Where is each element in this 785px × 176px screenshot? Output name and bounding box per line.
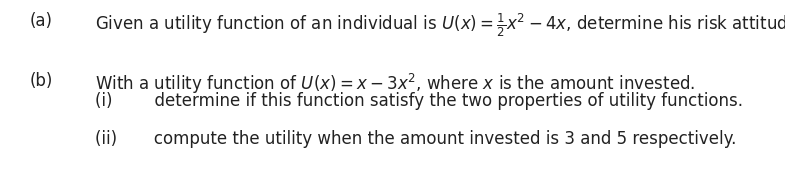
Text: With a utility function of $U(x) = x - 3x^2$, where $x$ is the amount invested.: With a utility function of $U(x) = x - 3… (95, 72, 696, 96)
Text: (a): (a) (30, 12, 53, 30)
Text: (b): (b) (30, 72, 53, 90)
Text: (i)        determine if this function satisfy the two properties of utility func: (i) determine if this function satisfy t… (95, 92, 743, 110)
Text: Given a utility function of an individual is $U(x) = \frac{1}{2}x^2 - 4x$, deter: Given a utility function of an individua… (95, 12, 785, 39)
Text: (ii)       compute the utility when the amount invested is 3 and 5 respectively.: (ii) compute the utility when the amount… (95, 130, 736, 148)
